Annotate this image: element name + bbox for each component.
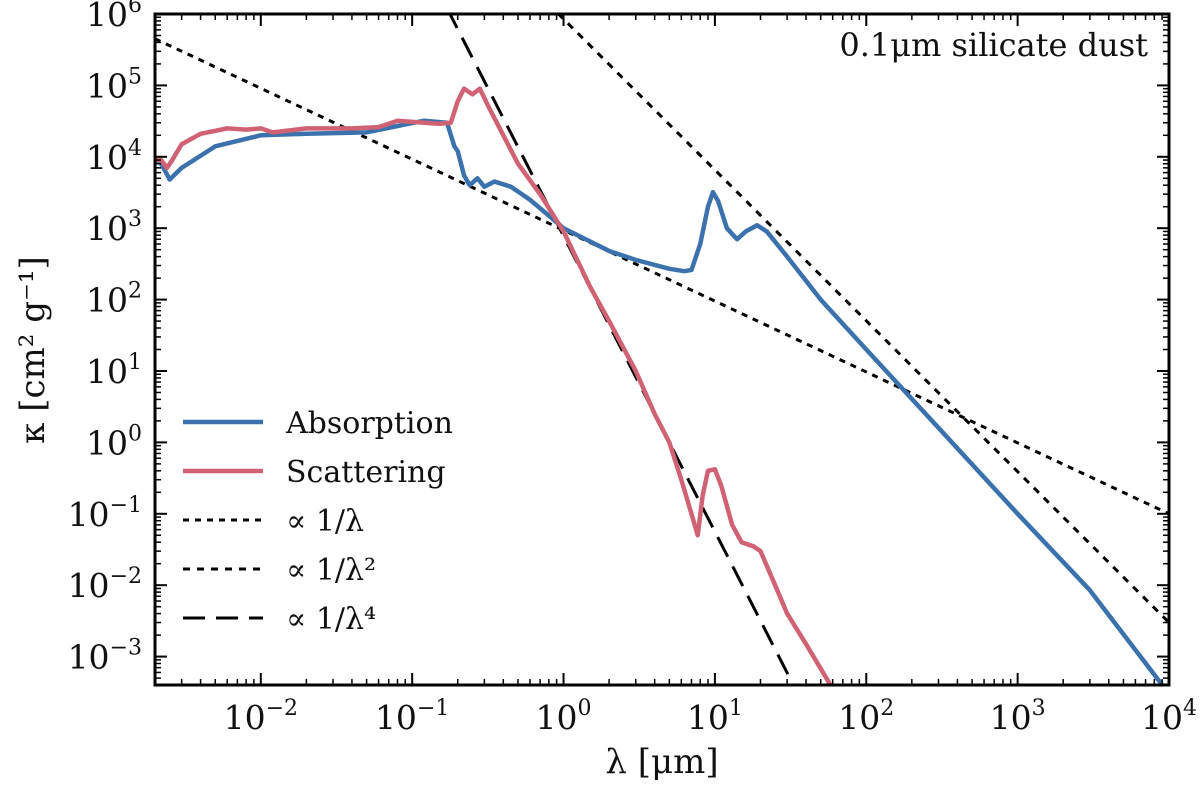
series-line-1-3 — [556, 14, 1169, 624]
series-layer — [155, 14, 1169, 685]
x-tick-label: 103 — [990, 696, 1046, 737]
chart-annotation: 0.1μm silicate dust — [839, 26, 1148, 64]
x-axis-title: λ [μm] — [605, 742, 718, 782]
series-line-1-2 — [155, 37, 1169, 516]
series-line-absorption-0 — [155, 118, 1166, 685]
y-tick-label: 100 — [86, 421, 142, 462]
y-tick-label: 101 — [86, 350, 142, 391]
legend-label: ∝ 1/λ — [286, 504, 364, 539]
series-line-scattering-1 — [155, 86, 833, 685]
y-tick-label: 10−2 — [68, 564, 142, 605]
plot-frame — [153, 12, 1171, 687]
legend-label: Scattering — [286, 455, 446, 490]
x-tick-label: 101 — [687, 696, 743, 737]
legend-label: Absorption — [285, 406, 453, 441]
legend-label: ∝ 1/λ² — [286, 553, 376, 588]
y-tick-label: 106 — [86, 0, 142, 34]
y-tick-label: 103 — [86, 207, 142, 248]
x-tick-label: 102 — [838, 696, 894, 737]
legend-label: ∝ 1/λ⁴ — [286, 602, 376, 637]
y-tick-label: 10−3 — [68, 636, 142, 677]
legend: Absorption Scattering ∝ 1/λ ∝ 1/λ² ∝ 1/λ⁴ — [183, 406, 453, 637]
x-tick-label: 104 — [1141, 696, 1197, 737]
y-tick-label: 10−1 — [68, 493, 142, 534]
y-tick-label: 105 — [86, 64, 142, 105]
x-tick-label: 10−2 — [224, 696, 298, 737]
x-tick-label: 10−1 — [375, 696, 449, 737]
x-tick-label: 100 — [536, 696, 592, 737]
y-tick-label: 102 — [86, 279, 142, 320]
y-axis-title: κ [cm² g⁻¹] — [13, 256, 53, 444]
y-tick-label: 104 — [86, 136, 142, 177]
